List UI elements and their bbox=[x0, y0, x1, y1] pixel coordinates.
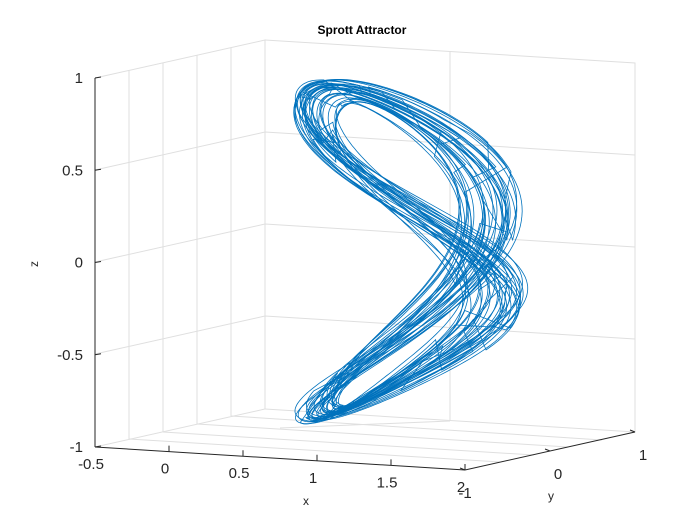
x-axis-label: x bbox=[303, 494, 309, 508]
z-tick-mark bbox=[94, 76, 102, 79]
grid-line bbox=[94, 131, 636, 171]
z-axis-label: z bbox=[27, 261, 41, 267]
trajectory-segment bbox=[294, 79, 529, 421]
grid-line bbox=[128, 438, 501, 463]
trajectory-segment bbox=[298, 82, 512, 421]
trajectory-segment bbox=[297, 80, 503, 419]
axes bbox=[94, 78, 636, 471]
trajectory-segment bbox=[304, 88, 510, 422]
grid-line bbox=[162, 431, 535, 456]
trajectory-segment bbox=[299, 82, 523, 417]
trajectory-series bbox=[293, 79, 529, 425]
z-tick-label: 0.5 bbox=[62, 162, 83, 179]
z-tick-label: -0.5 bbox=[57, 347, 83, 364]
y-tick-label: 0 bbox=[554, 466, 562, 483]
z-tick-mark bbox=[94, 445, 102, 448]
z-tick-label: 1 bbox=[75, 70, 83, 87]
z-tick-mark bbox=[94, 261, 102, 263]
x-axis-line bbox=[94, 446, 466, 471]
z-tick-label: -1 bbox=[70, 439, 83, 456]
trajectory-segment bbox=[306, 88, 501, 417]
y-axis-label: y bbox=[548, 489, 554, 503]
z-tick-mark bbox=[94, 353, 102, 356]
trajectory-segment bbox=[304, 84, 507, 418]
z-tick-mark bbox=[94, 168, 102, 171]
grid-line bbox=[94, 315, 636, 355]
x-tick-label: 1.5 bbox=[377, 474, 398, 491]
grid-line bbox=[94, 223, 636, 263]
ticks: -0.5 0 0.5 1 1.5 2-101-1-0.500.51 bbox=[57, 70, 647, 502]
x-tick-label: 2 bbox=[457, 479, 465, 496]
y-tick-mark bbox=[459, 467, 466, 471]
y-tick-mark bbox=[544, 448, 551, 452]
y-tick-label: 1 bbox=[639, 447, 647, 464]
y-tick-label: -1 bbox=[458, 485, 471, 502]
x-tick-label: 0.5 bbox=[229, 465, 250, 482]
z-tick-label: 0 bbox=[75, 255, 83, 272]
chart-title: Sprott Attractor bbox=[318, 23, 407, 37]
grid-line bbox=[279, 420, 451, 429]
x-tick-label: -0.5 bbox=[78, 456, 104, 473]
trajectory-segment bbox=[299, 86, 521, 425]
grid-line bbox=[230, 415, 603, 441]
trajectory-segment bbox=[295, 83, 523, 425]
grid bbox=[94, 39, 636, 463]
x-tick-label: 1 bbox=[309, 470, 317, 487]
y-tick-mark bbox=[629, 429, 636, 433]
grid-line bbox=[196, 423, 569, 448]
x-tick-label: 0 bbox=[161, 461, 169, 478]
